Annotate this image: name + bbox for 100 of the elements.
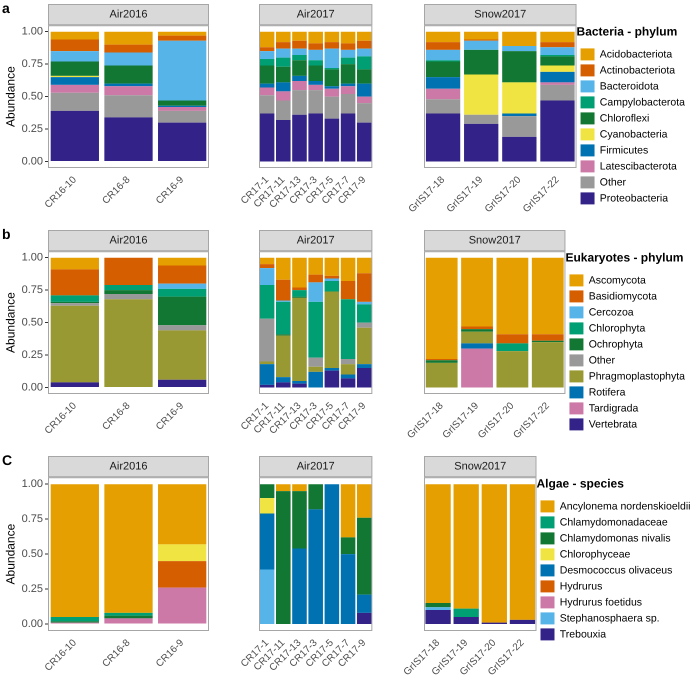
legend-label: Chloroflexi xyxy=(600,112,650,124)
bar xyxy=(425,610,451,624)
bar xyxy=(158,265,206,284)
bar xyxy=(324,86,340,89)
bar xyxy=(426,258,458,359)
bar xyxy=(104,95,153,118)
y-axis-title: Abundance xyxy=(4,523,18,584)
bar xyxy=(540,56,575,66)
bar xyxy=(454,608,479,618)
bar xyxy=(158,36,206,41)
legend-label: Bacteroidota xyxy=(600,80,659,92)
bar xyxy=(308,60,323,66)
bar xyxy=(532,258,564,334)
bar xyxy=(104,84,153,86)
legend-label: Chlamydomonas nivalis xyxy=(560,532,671,544)
y-tick-label: 0.50 xyxy=(22,548,43,560)
bar xyxy=(260,264,274,268)
bar xyxy=(502,32,536,46)
bar xyxy=(158,296,206,326)
bar xyxy=(502,113,536,116)
bar xyxy=(340,86,356,94)
bar xyxy=(540,82,575,85)
legend-label: Latescibacterota xyxy=(600,160,677,172)
bar xyxy=(510,484,536,620)
bar xyxy=(158,106,206,111)
legend-title: Bacteria - phylum xyxy=(576,24,678,38)
legend-label: Chlamydomonadaceae xyxy=(560,516,668,528)
legend-label: Cercozoa xyxy=(588,306,634,318)
bar xyxy=(426,32,460,42)
bar xyxy=(50,77,99,85)
y-tick-label: 0.25 xyxy=(22,583,43,596)
bar xyxy=(104,484,153,613)
bar xyxy=(50,258,99,270)
bar xyxy=(426,362,458,388)
bar xyxy=(340,374,356,378)
y-axis-title: Abundance xyxy=(4,292,18,353)
bar xyxy=(104,32,153,45)
chart-title: Snow2017 xyxy=(474,8,526,21)
bar xyxy=(260,318,274,362)
y-tick-label: 0.50 xyxy=(22,316,43,329)
bar xyxy=(260,498,274,514)
bar xyxy=(260,569,274,624)
legend-label: Phragmoplastophyta xyxy=(588,370,686,382)
legend-label: Rotifera xyxy=(588,386,626,398)
chart-title: Snow2017 xyxy=(454,460,506,473)
bar xyxy=(104,299,153,388)
legend-label: Firmicutes xyxy=(600,144,648,156)
text: a xyxy=(2,0,10,16)
bar xyxy=(426,360,458,363)
bar xyxy=(426,62,460,78)
bar xyxy=(461,348,493,388)
bar xyxy=(426,50,460,60)
bar xyxy=(50,617,99,622)
bar xyxy=(356,612,372,624)
bar xyxy=(324,370,340,388)
bar xyxy=(50,32,99,40)
bar xyxy=(540,100,575,162)
legend-label: Campylobacterota xyxy=(600,96,686,108)
chart-title: Snow2017 xyxy=(468,234,521,247)
y-tick-label: 0.25 xyxy=(22,349,43,362)
y-tick-label: 0.00 xyxy=(22,156,43,168)
chart-title: Air2016 xyxy=(110,234,148,247)
y-tick-label: 0.75 xyxy=(22,284,43,296)
bar xyxy=(50,484,99,618)
bar xyxy=(158,40,206,100)
bar xyxy=(158,122,206,162)
bar xyxy=(464,32,498,40)
bar xyxy=(158,258,206,266)
legend-label: Basidiomycota xyxy=(588,290,658,302)
bar xyxy=(104,86,153,96)
legend-title: Algae - species xyxy=(536,476,624,490)
bar xyxy=(532,334,564,341)
bar xyxy=(50,39,99,52)
y-tick-label: 1.00 xyxy=(22,252,43,264)
bar xyxy=(104,616,153,618)
chart-title: Air2016 xyxy=(110,460,148,473)
bar xyxy=(340,358,356,364)
text: b xyxy=(2,226,11,242)
bar xyxy=(502,116,536,137)
legend-label: Chlorophyta xyxy=(588,322,646,334)
bar xyxy=(158,110,206,123)
bar xyxy=(324,278,340,282)
bar xyxy=(50,295,99,302)
bar xyxy=(308,81,323,85)
legend-label: Hydrurus xyxy=(560,580,602,592)
bar xyxy=(158,100,206,106)
bar xyxy=(426,113,460,162)
bar xyxy=(482,484,507,623)
bar xyxy=(510,620,536,624)
y-tick-label: 1.00 xyxy=(22,26,43,38)
bar xyxy=(461,332,493,344)
bar xyxy=(356,364,372,368)
bar xyxy=(496,334,528,344)
bar xyxy=(104,284,153,290)
bar xyxy=(461,258,493,326)
y-tick-label: 0.00 xyxy=(22,618,43,630)
bar xyxy=(158,288,206,297)
bar xyxy=(50,303,99,306)
bar xyxy=(356,302,372,304)
bar xyxy=(50,382,99,388)
